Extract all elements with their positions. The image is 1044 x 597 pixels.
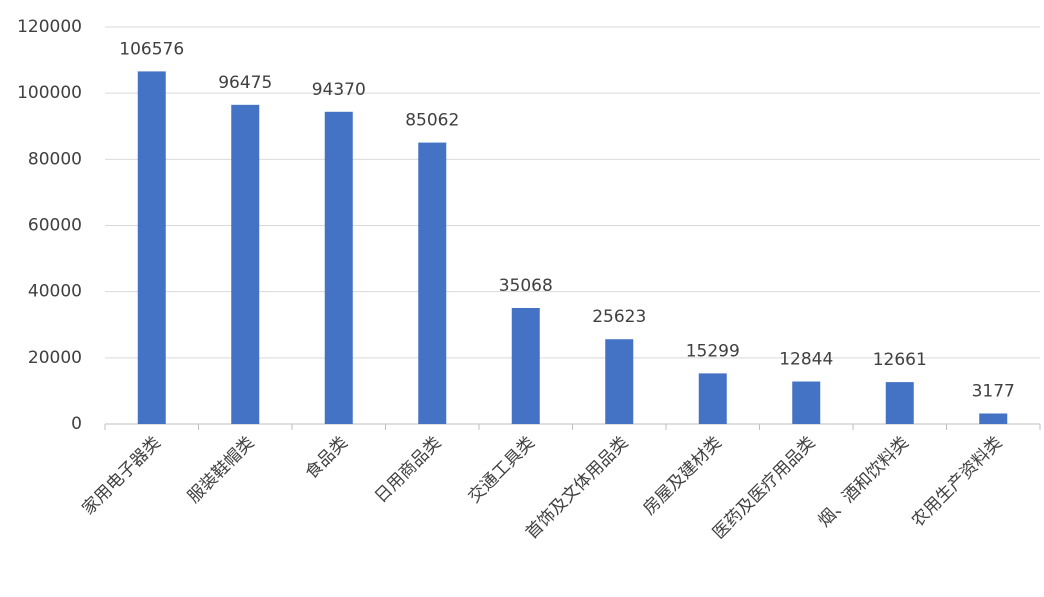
data-label: 35068 [499, 276, 553, 296]
x-tick-label: 食品类 [302, 433, 352, 483]
bar [698, 373, 727, 424]
y-tick-label: 100000 [17, 83, 82, 103]
y-tick-label: 40000 [28, 282, 82, 302]
data-label: 85062 [405, 111, 459, 131]
bar [418, 142, 447, 424]
y-tick-label: 60000 [28, 216, 82, 236]
data-label: 106576 [119, 39, 184, 59]
x-tick-label: 房屋及建材类 [640, 433, 726, 519]
bar [324, 111, 353, 425]
y-tick-label: 20000 [28, 348, 82, 368]
bar [885, 382, 914, 424]
data-label: 25623 [592, 307, 646, 327]
y-tick-label: 0 [71, 414, 82, 434]
data-label: 12844 [779, 350, 833, 370]
bar [979, 413, 1008, 424]
bar [605, 339, 634, 424]
x-tick-label: 家用电子器类 [79, 433, 165, 519]
x-tick-label: 服装鞋帽类 [184, 433, 258, 507]
data-label: 3177 [972, 381, 1015, 401]
y-tick-label: 80000 [28, 149, 82, 169]
x-tick-label: 交通工具类 [465, 433, 539, 507]
data-label: 96475 [218, 73, 272, 93]
x-tick-label: 医药及医疗用品类 [709, 433, 819, 543]
bar [137, 71, 166, 424]
x-tick-label: 首饰及文体用品类 [522, 433, 632, 543]
data-label: 94370 [312, 80, 366, 100]
bar [231, 104, 260, 424]
x-tick-label: 农用生产资料类 [908, 433, 1006, 531]
x-tick-label: 烟、酒和饮料类 [815, 433, 913, 531]
data-label: 15299 [686, 341, 740, 361]
data-label: 12661 [873, 350, 927, 370]
y-tick-label: 120000 [17, 17, 82, 37]
bar [792, 381, 821, 424]
bar [511, 307, 540, 424]
x-tick-label: 日用商品类 [371, 433, 445, 507]
